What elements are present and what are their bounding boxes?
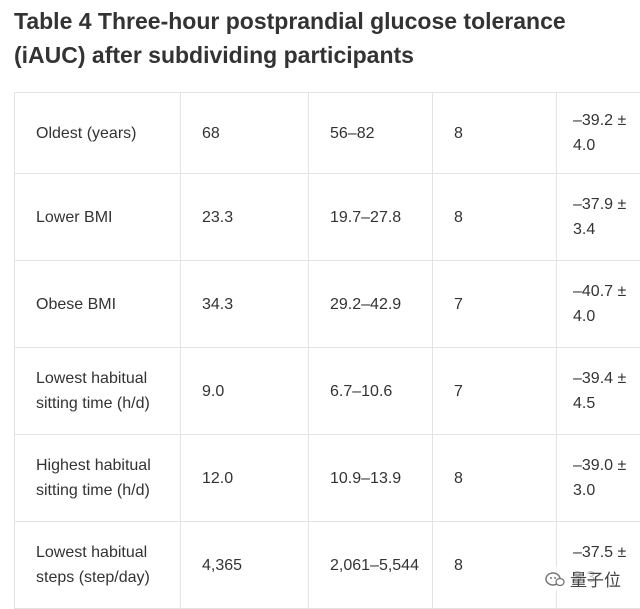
watermark-text: 量子位 [570, 571, 621, 590]
table-cell: 29.2–42.9 [308, 260, 433, 348]
table-cell: 56–82 [308, 92, 433, 174]
table-cell: 8 [432, 173, 557, 261]
table-cell: 8 [432, 92, 557, 174]
table-title: Table 4 Three-hour postprandial glucose … [14, 8, 566, 68]
table-cell: 19.7–27.8 [308, 173, 433, 261]
table-cell: 6.7–10.6 [308, 347, 433, 435]
table-cell: 7 [432, 347, 557, 435]
table-cell: Lowest habitual sitting time (h/d) [14, 347, 181, 435]
table-cell: 2,061–5,544 [308, 521, 433, 609]
table-cell: 10.9–13.9 [308, 434, 433, 522]
table-cell: 12.0 [180, 434, 309, 522]
table-cell: –40.7 ± 4.0 [556, 260, 640, 348]
table-row: Obese BMI 34.3 29.2–42.9 7 –40.7 ± 4.0 [14, 260, 640, 348]
table-row: Highest habitual sitting time (h/d) 12.0 1… [14, 434, 640, 522]
table-cell: 34.3 [180, 260, 309, 348]
table-row: Lowest habitual sitting time (h/d) 9.0 6.7… [14, 347, 640, 435]
table-row: Lowest habitual steps (step/day) 4,365 2,0… [14, 521, 640, 609]
table-cell: 8 [432, 434, 557, 522]
data-table: Oldest (years) 68 56–82 8 –39.2 ± 4.0 Lower B… [14, 92, 640, 609]
table-cell: Lower BMI [14, 173, 181, 261]
table-row: Oldest (years) 68 56–82 8 –39.2 ± 4.0 [14, 92, 640, 174]
table-cell: Lowest habitual steps (step/day) [14, 521, 181, 609]
table-cell: 7 [432, 260, 557, 348]
table-cell: –39.2 ± 4.0 [556, 92, 640, 174]
table-cell: 9.0 [180, 347, 309, 435]
table-cell: Obese BMI [14, 260, 181, 348]
table-cell: 8 [432, 521, 557, 609]
table-cell: 4,365 [180, 521, 309, 609]
table-cell: –39.4 ± 4.5 [556, 347, 640, 435]
table-cell: Highest habitual sitting time (h/d) [14, 434, 181, 522]
table-cell: –37.9 ± 3.4 [556, 173, 640, 261]
watermark: 量子位 [544, 566, 621, 591]
table-row: Lower BMI 23.3 19.7–27.8 8 –37.9 ± 3.4 [14, 173, 640, 261]
table-cell: 68 [180, 92, 309, 174]
table-cell: –37.5 ± 3.3 [556, 521, 640, 609]
watermark-icon [545, 571, 565, 586]
table-cell: 23.3 [180, 173, 309, 261]
table-cell: Oldest (years) [14, 92, 181, 174]
table-cell: –39.0 ± 3.0 [556, 434, 640, 522]
